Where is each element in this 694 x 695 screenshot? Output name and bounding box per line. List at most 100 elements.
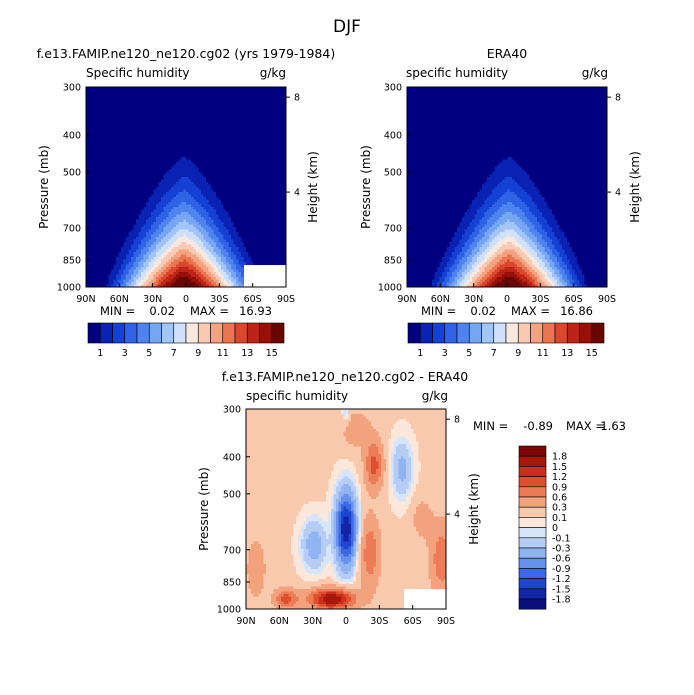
- contour-cell: [236, 234, 239, 238]
- contour-cell: [281, 177, 284, 180]
- contour-cell: [168, 117, 172, 120]
- contour-cell: [153, 239, 157, 243]
- contour-cell: [96, 124, 99, 128]
- contour-cell: [181, 92, 184, 95]
- contour-cell: [183, 207, 187, 210]
- contour-cell: [211, 172, 214, 175]
- contour-cell: [208, 109, 212, 113]
- contour-cell: [281, 207, 284, 210]
- contour-cell: [246, 132, 249, 135]
- contour-cell: [88, 132, 92, 135]
- contour-cell: [258, 132, 262, 135]
- contour-cell: [166, 124, 169, 128]
- contour-cell: [198, 107, 202, 110]
- contour-cell: [181, 94, 184, 98]
- contour-cell: [216, 139, 219, 143]
- contour-cell: [216, 89, 219, 93]
- contour-cell: [196, 234, 199, 238]
- contour-cell: [133, 97, 137, 100]
- contour-cell: [276, 184, 279, 188]
- contour-cell: [171, 162, 174, 165]
- contour-cell: [131, 219, 134, 223]
- contour-cell: [178, 134, 182, 138]
- contour-cell: [91, 152, 94, 155]
- contour-cell: [88, 159, 92, 163]
- contour-cell: [173, 129, 177, 133]
- contour-cell: [171, 174, 174, 178]
- contour-cell: [108, 97, 112, 100]
- contour-cell: [258, 212, 262, 215]
- contour-cell: [186, 239, 189, 243]
- contour-cell: [246, 169, 249, 173]
- contour-cell: [118, 137, 122, 140]
- contour-cell: [108, 124, 112, 128]
- contour-cell: [161, 219, 164, 223]
- contour-cell: [226, 174, 229, 178]
- contour-cell: [176, 112, 179, 115]
- contour-cell: [266, 117, 269, 120]
- contour-cell: [198, 164, 202, 168]
- contour-cell: [196, 179, 199, 183]
- contour-cell: [243, 114, 247, 118]
- contour-cell: [111, 212, 114, 215]
- contour-cell: [188, 142, 192, 145]
- contour-cell: [191, 214, 194, 218]
- contour-cell: [203, 99, 207, 103]
- contour-cell: [118, 107, 122, 110]
- contour-cell: [143, 239, 147, 243]
- contour-cell: [271, 214, 274, 218]
- contour-cell: [261, 184, 264, 188]
- contour-cell: [108, 107, 112, 110]
- contour-cell: [113, 102, 117, 105]
- contour-cell: [251, 124, 254, 128]
- contour-cell: [281, 192, 284, 195]
- contour-cell: [93, 164, 97, 168]
- contour-cell: [198, 179, 202, 183]
- contour-cell: [103, 127, 107, 130]
- contour-cell: [203, 137, 207, 140]
- contour-cell: [106, 202, 109, 205]
- contour-cell: [108, 204, 112, 208]
- contour-cell: [243, 127, 247, 130]
- contour-cell: [243, 117, 247, 120]
- contour-cell: [86, 179, 89, 183]
- contour-cell: [176, 169, 179, 173]
- contour-cell: [223, 197, 227, 200]
- contour-cell: [188, 127, 192, 130]
- contour-cell: [258, 134, 262, 138]
- contour-cell: [176, 154, 179, 158]
- contour-cell: [151, 119, 154, 123]
- contour-cell: [251, 137, 254, 140]
- contour-cell: [241, 87, 244, 90]
- contour-cell: [246, 99, 249, 103]
- contour-cell: [273, 209, 277, 213]
- contour-cell: [251, 154, 254, 158]
- contour-cell: [176, 217, 179, 220]
- contour-cell: [191, 112, 194, 115]
- contour-cell: [248, 172, 252, 175]
- contour-cell: [263, 197, 267, 200]
- contour-cell: [108, 234, 112, 238]
- contour-cell: [86, 104, 89, 108]
- contour-cell: [248, 177, 252, 180]
- contour-cell: [281, 89, 284, 93]
- contour-cell: [196, 107, 199, 110]
- contour-cell: [101, 159, 104, 163]
- contour-cell: [216, 122, 219, 125]
- contour-cell: [243, 239, 247, 243]
- contour-cell: [223, 212, 227, 215]
- contour-cell: [153, 89, 157, 93]
- contour-cell: [206, 222, 209, 225]
- contour-cell: [228, 139, 232, 143]
- contour-cell: [143, 217, 147, 220]
- contour-cell: [106, 142, 109, 145]
- contour-cell: [136, 134, 139, 138]
- contour-cell: [246, 137, 249, 140]
- contour-cell: [256, 182, 259, 185]
- contour-cell: [171, 137, 174, 140]
- contour-cell: [253, 137, 257, 140]
- contour-cell: [251, 227, 254, 230]
- contour-cell: [166, 157, 169, 160]
- contour-cell: [168, 199, 172, 203]
- contour-cell: [241, 232, 244, 235]
